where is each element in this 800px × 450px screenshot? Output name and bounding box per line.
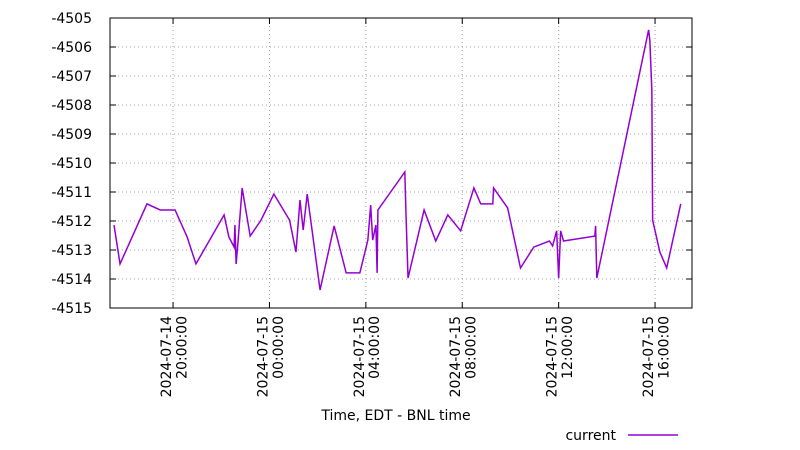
y-tick-label: -4514: [51, 272, 92, 288]
x-axis-label: Time, EDT - BNL time: [320, 408, 470, 424]
y-tick-label: -4513: [51, 243, 92, 259]
y-tick-label: -4506: [51, 40, 92, 56]
y-tick-label: -4509: [51, 127, 92, 143]
y-tick-label: -4510: [51, 156, 92, 172]
data-line: [113, 29, 682, 291]
y-tick-label: -4515: [51, 301, 92, 317]
x-tick-label: 2024-07-1516:00:00: [641, 316, 672, 397]
y-tick-label: -4508: [51, 98, 92, 114]
y-tick-label: -4507: [51, 69, 92, 85]
y-tick-label: -4511: [51, 185, 92, 201]
legend-label: current: [565, 428, 616, 444]
x-tick-label: 2024-07-1500:00:00: [255, 316, 286, 397]
x-tick-label: 2024-07-1420:00:00: [159, 316, 190, 397]
y-tick-label: -4512: [51, 214, 92, 230]
plot-border: [109, 17, 693, 309]
x-tick-label: 2024-07-1504:00:00: [352, 316, 383, 397]
x-tick-label: 2024-07-1508:00:00: [448, 316, 479, 397]
y-tick-label: -4505: [51, 11, 92, 27]
x-tick-label: 2024-07-1512:00:00: [545, 316, 576, 397]
